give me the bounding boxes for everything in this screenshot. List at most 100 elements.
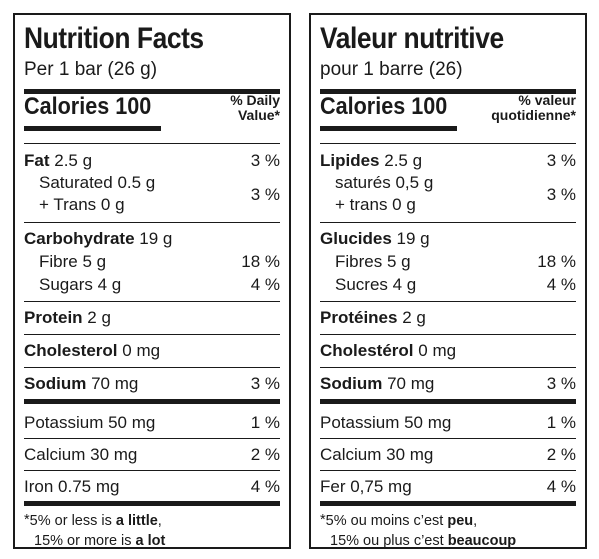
sugars-label: Sucres 4 g xyxy=(335,275,417,294)
footnote-emphasis: peu xyxy=(447,513,474,529)
divider xyxy=(24,367,280,368)
trans-label: + trans 0 g xyxy=(335,195,416,214)
sat-trans-pct: 3 % xyxy=(250,185,280,204)
sugars-pct: 4 % xyxy=(250,275,280,294)
calcium-pct: 2 % xyxy=(546,445,576,464)
protein-label: Protein xyxy=(24,308,83,327)
carb-amount: 19 g xyxy=(139,229,173,248)
protein-label: Protéines xyxy=(320,308,398,327)
daily-value-header: % valeur quotidienne* xyxy=(491,93,576,123)
sodium-amount: 70 mg xyxy=(387,374,435,393)
fibre-pct: 18 % xyxy=(241,252,280,271)
thick-divider xyxy=(320,399,576,404)
footnote-star: * xyxy=(320,512,326,528)
calcium-label: Calcium 30 mg xyxy=(320,445,434,464)
footnote: *5% ou moins c’est peu, 15% ou plus c’es… xyxy=(320,511,516,551)
cholesterol-row: Cholestérol 0 mg xyxy=(320,341,576,361)
calcium-row: Calcium 30 mg 2 % xyxy=(24,445,280,465)
calories-label: Calories xyxy=(24,93,110,120)
serving-size: pour 1 barre (26) xyxy=(320,59,463,80)
fibre-pct: 18 % xyxy=(537,252,576,271)
iron-pct: 4 % xyxy=(250,477,280,496)
carb-amount: 19 g xyxy=(396,229,430,248)
fibre-row: Fibre 5 g 18 % xyxy=(24,252,280,272)
fat-label: Lipides xyxy=(320,151,380,170)
footnote-line1: *5% or less is a little, xyxy=(24,511,165,531)
saturated-row: saturés 0,5 g xyxy=(320,173,576,193)
calories-line: Calories 100 xyxy=(320,94,447,120)
thick-divider xyxy=(24,501,280,506)
panel-title: Valeur nutritive xyxy=(320,22,504,55)
calories-value: 100 xyxy=(411,93,448,120)
footnote-text: 15% ou plus c’est xyxy=(330,533,448,549)
fat-row: Lipides 2.5 g 3 % xyxy=(320,151,576,171)
cholesterol-label: Cholestérol xyxy=(320,341,414,360)
carbohydrate-row: Carbohydrate 19 g xyxy=(24,229,280,249)
divider xyxy=(24,143,280,144)
divider xyxy=(24,301,280,302)
cholesterol-amount: 0 mg xyxy=(418,341,457,360)
sugars-row: Sucres 4 g 4 % xyxy=(320,275,576,295)
dv-header-line1: % Daily xyxy=(230,92,280,108)
divider xyxy=(320,301,576,302)
sat-trans-pct: 3 % xyxy=(546,185,576,204)
daily-value-header: % Daily Value* xyxy=(230,93,280,123)
footnote-text: 5% or less is xyxy=(29,513,116,529)
calories-label: Calories xyxy=(320,93,406,120)
divider xyxy=(24,222,280,223)
saturated-label: saturés 0,5 g xyxy=(335,173,434,192)
carbohydrate-row: Glucides 19 g xyxy=(320,229,576,249)
footnote-line1: *5% ou moins c’est peu, xyxy=(320,511,516,531)
thick-divider xyxy=(320,89,576,94)
calories-underline xyxy=(320,126,457,131)
sodium-row: Sodium 70 mg 3 % xyxy=(320,374,576,394)
footnote-text: 5% ou moins c’est xyxy=(325,513,448,529)
sodium-pct: 3 % xyxy=(250,374,280,393)
footnote-emphasis: beaucoup xyxy=(447,533,517,549)
sugars-label: Sugars 4 g xyxy=(39,275,122,294)
calcium-row: Calcium 30 mg 2 % xyxy=(320,445,576,465)
cholesterol-label: Cholesterol xyxy=(24,341,118,360)
trans-row: + trans 0 g xyxy=(320,195,576,215)
fat-pct: 3 % xyxy=(546,151,576,170)
thick-divider xyxy=(24,89,280,94)
divider xyxy=(320,143,576,144)
potassium-row: Potassium 50 mg 1 % xyxy=(24,413,280,433)
sodium-pct: 3 % xyxy=(546,374,576,393)
calories-line: Calories 100 xyxy=(24,94,151,120)
iron-pct: 4 % xyxy=(546,477,576,496)
fat-row: Fat 2.5 g 3 % xyxy=(24,151,280,171)
panel-title: Nutrition Facts xyxy=(24,22,204,55)
potassium-row: Potassium 50 mg 1 % xyxy=(320,413,576,433)
footnote-line2: 15% or more is a lot xyxy=(24,531,165,551)
fat-amount: 2.5 g xyxy=(54,151,93,170)
footnote-star: * xyxy=(24,512,30,528)
footnote-comma: , xyxy=(473,513,478,529)
protein-amount: 2 g xyxy=(402,308,426,327)
trans-label: + Trans 0 g xyxy=(39,195,125,214)
footnote-text: 15% or more is xyxy=(34,533,136,549)
dv-header-line1: % valeur xyxy=(518,92,576,108)
footnote-emphasis: a little xyxy=(115,513,158,529)
saturated-label: Saturated 0.5 g xyxy=(39,173,156,192)
footnote: *5% or less is a little, 15% or more is … xyxy=(24,511,165,551)
footnote-comma: , xyxy=(157,513,162,529)
nutrition-facts-panel-french: Valeur nutritive pour 1 barre (26) Calor… xyxy=(309,13,587,549)
fat-pct: 3 % xyxy=(250,151,280,170)
serving-size: Per 1 bar (26 g) xyxy=(24,59,158,80)
footnote-emphasis: a lot xyxy=(135,533,166,549)
nutrition-facts-panel-english: Nutrition Facts Per 1 bar (26 g) Calorie… xyxy=(13,13,291,549)
protein-amount: 2 g xyxy=(87,308,111,327)
divider xyxy=(24,334,280,335)
sodium-label: Sodium xyxy=(320,374,383,393)
trans-row: + Trans 0 g xyxy=(24,195,280,215)
sodium-row: Sodium 70 mg 3 % xyxy=(24,374,280,394)
sodium-amount: 70 mg xyxy=(91,374,139,393)
fibre-row: Fibres 5 g 18 % xyxy=(320,252,576,272)
divider xyxy=(320,222,576,223)
potassium-pct: 1 % xyxy=(546,413,576,432)
divider xyxy=(320,334,576,335)
iron-row: Iron 0.75 mg 4 % xyxy=(24,477,280,497)
cholesterol-row: Cholesterol 0 mg xyxy=(24,341,280,361)
calcium-pct: 2 % xyxy=(250,445,280,464)
